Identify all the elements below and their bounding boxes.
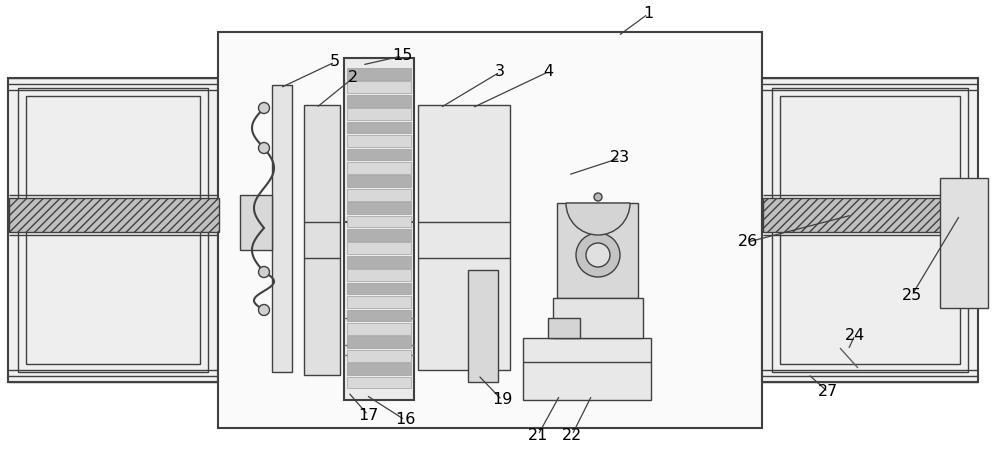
Bar: [762, 78, 978, 382]
Bar: [304, 105, 340, 375]
Bar: [523, 338, 651, 400]
Circle shape: [576, 233, 620, 277]
Bar: [18, 88, 208, 372]
Bar: [240, 195, 272, 250]
Bar: [218, 32, 762, 428]
Bar: [347, 350, 411, 361]
Bar: [548, 318, 580, 338]
Bar: [347, 202, 411, 214]
Bar: [347, 175, 411, 187]
Circle shape: [594, 193, 602, 201]
Bar: [347, 68, 411, 80]
Bar: [347, 309, 411, 321]
Bar: [557, 203, 638, 298]
Bar: [347, 256, 411, 268]
Bar: [468, 270, 498, 382]
Bar: [9, 198, 219, 232]
Bar: [347, 376, 411, 388]
Circle shape: [258, 266, 270, 278]
Text: 22: 22: [562, 428, 582, 443]
Bar: [347, 95, 411, 106]
Bar: [26, 96, 200, 364]
Text: 17: 17: [358, 408, 378, 423]
Text: 3: 3: [495, 64, 505, 79]
Bar: [347, 283, 411, 294]
Text: 23: 23: [610, 150, 630, 165]
Text: 1: 1: [643, 6, 653, 21]
Wedge shape: [566, 203, 630, 235]
Bar: [347, 229, 411, 241]
Bar: [347, 336, 411, 348]
Circle shape: [258, 143, 270, 154]
Bar: [347, 363, 411, 375]
Circle shape: [258, 304, 270, 315]
Text: 24: 24: [845, 328, 865, 342]
Text: 26: 26: [738, 235, 758, 250]
Text: 4: 4: [543, 64, 553, 79]
Bar: [347, 189, 411, 201]
Bar: [347, 108, 411, 120]
Text: 15: 15: [392, 48, 412, 63]
Bar: [347, 296, 411, 308]
Bar: [940, 178, 988, 308]
Text: 19: 19: [492, 392, 512, 408]
Bar: [772, 88, 968, 372]
Bar: [347, 162, 411, 173]
Bar: [418, 105, 510, 370]
Bar: [344, 58, 414, 400]
Bar: [553, 298, 643, 338]
Bar: [347, 269, 411, 281]
Bar: [8, 78, 218, 382]
Bar: [347, 242, 411, 254]
Text: 5: 5: [330, 54, 340, 69]
Text: 25: 25: [902, 288, 922, 303]
Text: 2: 2: [348, 71, 358, 86]
Bar: [347, 82, 411, 93]
Bar: [347, 216, 411, 227]
Bar: [347, 135, 411, 147]
Text: 21: 21: [528, 428, 548, 443]
Bar: [347, 149, 411, 160]
Circle shape: [258, 102, 270, 114]
Bar: [272, 85, 292, 372]
Bar: [780, 96, 960, 364]
Text: 16: 16: [395, 413, 415, 428]
Circle shape: [586, 243, 610, 267]
Text: 27: 27: [818, 385, 838, 400]
Bar: [763, 198, 976, 232]
Bar: [347, 122, 411, 134]
Bar: [347, 323, 411, 335]
